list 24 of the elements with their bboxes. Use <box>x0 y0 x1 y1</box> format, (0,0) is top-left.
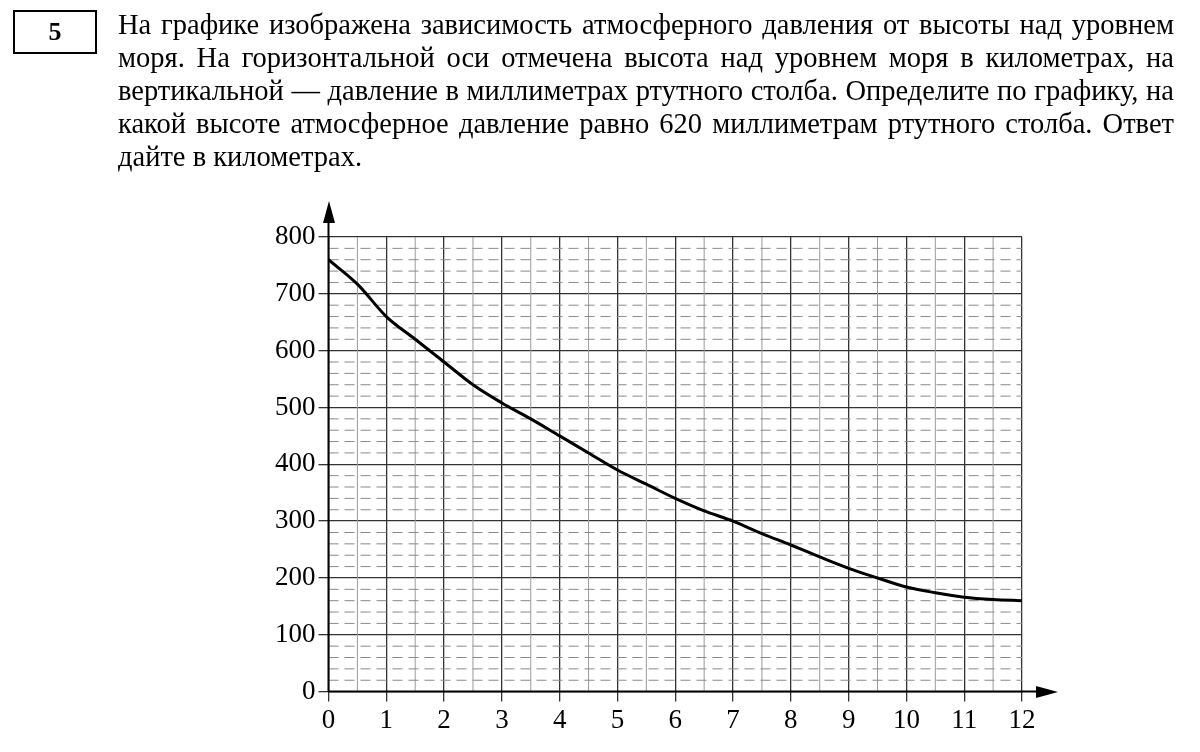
x-tick-label: 12 <box>1008 703 1036 734</box>
y-tick-label: 800 <box>275 220 316 251</box>
x-tick-label: 6 <box>668 703 682 734</box>
y-tick-label: 600 <box>275 333 316 364</box>
x-tick-label: 5 <box>610 703 625 734</box>
x-tick-label: 11 <box>951 703 978 734</box>
y-tick-label: 200 <box>275 561 316 592</box>
y-tick-label: 500 <box>275 390 316 421</box>
text: 5 <box>13 10 97 54</box>
x-tick-label: 2 <box>437 703 451 734</box>
x-tick-label: 1 <box>379 703 394 734</box>
x-tick-label: 9 <box>841 703 856 734</box>
y-tick-label: 400 <box>275 447 316 478</box>
y-tick-label: 100 <box>275 617 316 648</box>
chart-title: На графике изображена зависимость атмосферного давления от высоты над уровнем моря. На горизонтальной оси отмечена высота над уровнем моря в километрах, на вертикальной — давление в миллиметрах ртутного столба. Определите по графику, на какой высоте атмосферное давление равно 620 миллиметрам ртутного столба. Ответ дайте в километрах. <box>118 8 1174 173</box>
x-tick-label: 8 <box>784 703 798 734</box>
x-tick-label: 7 <box>726 703 740 734</box>
y-tick-label: 300 <box>275 504 316 535</box>
x-tick-label: 0 <box>321 703 336 734</box>
x-tick-label: 4 <box>552 703 567 734</box>
y-tick-label: 0 <box>302 674 316 705</box>
y-tick-label: 700 <box>275 276 316 307</box>
x-tick-label: 10 <box>892 703 920 734</box>
x-tick-label: 3 <box>495 703 509 734</box>
